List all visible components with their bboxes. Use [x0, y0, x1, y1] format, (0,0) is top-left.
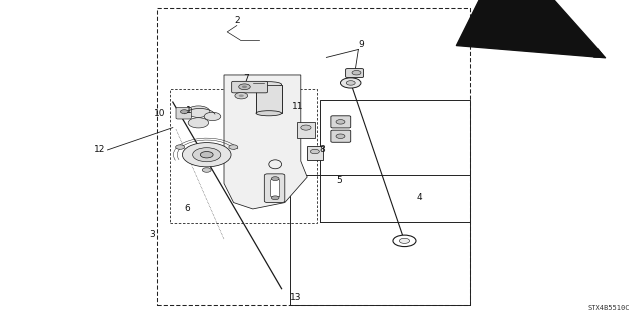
- Circle shape: [239, 84, 250, 90]
- FancyBboxPatch shape: [331, 130, 351, 142]
- Circle shape: [182, 143, 231, 167]
- Circle shape: [175, 145, 184, 149]
- Polygon shape: [224, 75, 307, 209]
- Text: 10: 10: [154, 109, 166, 118]
- FancyBboxPatch shape: [232, 81, 268, 93]
- Circle shape: [336, 134, 345, 138]
- Circle shape: [336, 120, 345, 124]
- Text: 7: 7: [244, 74, 249, 83]
- Text: 1: 1: [186, 106, 191, 115]
- Circle shape: [310, 149, 319, 154]
- FancyBboxPatch shape: [176, 108, 191, 119]
- Circle shape: [393, 235, 416, 247]
- FancyBboxPatch shape: [307, 146, 323, 160]
- Circle shape: [340, 78, 361, 88]
- Circle shape: [187, 106, 210, 117]
- Text: 12: 12: [93, 145, 105, 154]
- Circle shape: [188, 118, 209, 128]
- Ellipse shape: [256, 111, 282, 116]
- Text: 3: 3: [150, 230, 155, 239]
- FancyBboxPatch shape: [346, 69, 364, 78]
- Text: 9: 9: [358, 40, 364, 49]
- Circle shape: [229, 145, 238, 149]
- Circle shape: [399, 238, 410, 243]
- Text: 2: 2: [234, 16, 239, 25]
- FancyBboxPatch shape: [271, 180, 280, 197]
- Text: 8: 8: [319, 145, 324, 154]
- Circle shape: [202, 168, 211, 172]
- Circle shape: [235, 93, 248, 99]
- Text: 4: 4: [417, 193, 422, 202]
- Circle shape: [193, 148, 221, 162]
- Circle shape: [352, 70, 361, 75]
- Text: STX4B5510C: STX4B5510C: [588, 305, 630, 311]
- FancyBboxPatch shape: [256, 85, 282, 113]
- Text: 11: 11: [292, 102, 303, 111]
- Circle shape: [301, 125, 311, 130]
- Ellipse shape: [256, 82, 282, 87]
- FancyBboxPatch shape: [331, 116, 351, 128]
- Text: Fr.: Fr.: [550, 32, 563, 42]
- FancyBboxPatch shape: [297, 122, 315, 138]
- Circle shape: [242, 85, 247, 88]
- Text: 13: 13: [290, 293, 301, 302]
- Text: 5: 5: [337, 176, 342, 185]
- Text: 6: 6: [185, 204, 190, 213]
- Circle shape: [180, 110, 188, 114]
- Circle shape: [204, 112, 221, 121]
- Circle shape: [271, 177, 279, 181]
- Circle shape: [271, 196, 279, 200]
- Circle shape: [239, 94, 244, 97]
- Circle shape: [200, 152, 213, 158]
- Circle shape: [346, 81, 355, 85]
- FancyBboxPatch shape: [264, 174, 285, 203]
